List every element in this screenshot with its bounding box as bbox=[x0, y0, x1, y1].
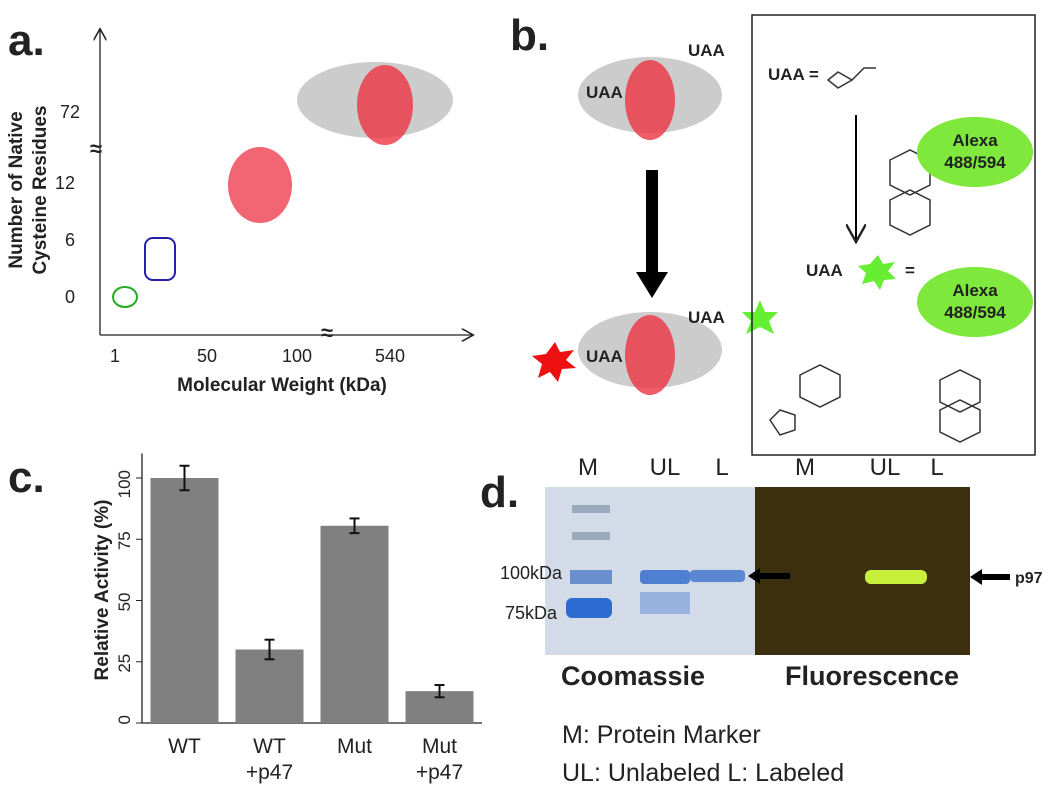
arrow-head bbox=[748, 568, 760, 584]
panel-label: d. bbox=[480, 468, 519, 517]
x-label: 50 bbox=[197, 346, 217, 366]
y-label: 12 bbox=[55, 173, 75, 193]
x-label: 100 bbox=[282, 346, 312, 366]
dye-star bbox=[742, 300, 778, 334]
gel-band bbox=[572, 505, 610, 513]
y-tick-label: 25 bbox=[115, 654, 134, 673]
lane-label: L bbox=[930, 454, 943, 481]
dye-ellipse bbox=[917, 117, 1033, 187]
dye-ellipse bbox=[917, 267, 1033, 337]
axis-break: ≈ bbox=[321, 320, 333, 345]
dye-star bbox=[858, 255, 896, 290]
x-tick-label: Mut bbox=[422, 735, 457, 758]
lane-label: UL bbox=[870, 454, 901, 481]
gel-band bbox=[566, 598, 612, 618]
y-title: Number of Native bbox=[6, 111, 27, 268]
x-tick-label: WT bbox=[253, 735, 286, 758]
x-label: 540 bbox=[375, 346, 405, 366]
gel-band bbox=[865, 570, 927, 584]
x-tick-label: +p47 bbox=[246, 761, 293, 784]
bar bbox=[235, 649, 304, 723]
arrow-head bbox=[970, 569, 982, 585]
marker-label: 100kDa bbox=[500, 563, 563, 583]
uaa: UAA bbox=[586, 347, 623, 366]
dye-label: 488/594 bbox=[944, 303, 1006, 322]
lane-label: L bbox=[715, 454, 728, 481]
y-label: 6 bbox=[65, 230, 75, 250]
gel-band bbox=[690, 570, 745, 582]
protein-red bbox=[228, 147, 292, 223]
marker-label: 75kDa bbox=[505, 603, 558, 623]
panel-b: b. UAA UAA UAA UAA UAA = Alexa 488/594 U… bbox=[510, 11, 1036, 456]
x-title: Molecular Weight (kDa) bbox=[177, 375, 387, 396]
arrow-head bbox=[636, 272, 668, 298]
uaa: UAA bbox=[688, 308, 725, 327]
bar bbox=[150, 478, 219, 723]
bar bbox=[320, 525, 389, 723]
stain-label: Coomassie bbox=[561, 661, 705, 691]
dye-label: Alexa bbox=[952, 131, 998, 150]
stain-label: Fluorescence bbox=[785, 661, 959, 691]
dye-label: 488/594 bbox=[944, 153, 1006, 172]
lane-label: UL bbox=[650, 454, 681, 481]
panel-label: b. bbox=[510, 11, 549, 60]
dye-star bbox=[532, 342, 576, 382]
panel-d: d. M UL L M UL L 100kDa 75kDa p97 Coomas… bbox=[480, 454, 1043, 787]
structure bbox=[769, 364, 981, 443]
y-tick-label: 100 bbox=[115, 470, 134, 498]
gel-band bbox=[570, 570, 612, 584]
protein-small bbox=[112, 286, 138, 308]
lane-label: M bbox=[795, 454, 815, 481]
structure bbox=[826, 67, 876, 89]
panel-c: c. Relative Activity (%) 0 25 50 75 100 WT WT +… bbox=[8, 453, 482, 784]
equals: = bbox=[905, 261, 915, 280]
y-title: Relative Activity (%) bbox=[92, 500, 113, 681]
gel-band bbox=[640, 570, 690, 584]
protein-red bbox=[625, 315, 675, 395]
y-tick-label: 50 bbox=[115, 593, 134, 612]
gel-band bbox=[640, 592, 690, 614]
uaa: UAA bbox=[688, 41, 725, 60]
protein-red bbox=[357, 65, 413, 145]
x-tick-label: +p47 bbox=[416, 761, 463, 784]
panel-label: c. bbox=[8, 453, 45, 502]
axis-break: ≈ bbox=[90, 136, 102, 161]
structure bbox=[889, 149, 931, 236]
band-label: p97 bbox=[1015, 570, 1043, 587]
y-label: 72 bbox=[60, 102, 80, 122]
gel-fluorescence bbox=[755, 487, 970, 655]
uaa: UAA = bbox=[768, 65, 819, 84]
x-tick-label: WT bbox=[168, 735, 201, 758]
y-label: 0 bbox=[65, 287, 75, 307]
legend-line: UL: Unlabeled L: Labeled bbox=[562, 759, 844, 787]
x-label: 1 bbox=[110, 346, 120, 366]
y-title: Cysteine Residues bbox=[30, 106, 51, 275]
panel-a: a. ≈ ≈ Number of Native Cysteine Residue… bbox=[6, 16, 472, 396]
y-tick-label: 0 bbox=[115, 715, 134, 724]
x-tick-label: Mut bbox=[337, 735, 372, 758]
uaa: UAA bbox=[586, 83, 623, 102]
scheme-box bbox=[751, 14, 1036, 456]
dye-label: Alexa bbox=[952, 281, 998, 300]
protein-red bbox=[625, 60, 675, 140]
gel-band bbox=[572, 532, 610, 540]
legend-line: M: Protein Marker bbox=[562, 721, 761, 749]
lane-label: M bbox=[578, 454, 598, 481]
protein-gfp bbox=[144, 237, 176, 281]
y-tick-label: 75 bbox=[115, 531, 134, 550]
uaa: UAA bbox=[806, 261, 843, 280]
panel-label: a. bbox=[8, 16, 45, 65]
